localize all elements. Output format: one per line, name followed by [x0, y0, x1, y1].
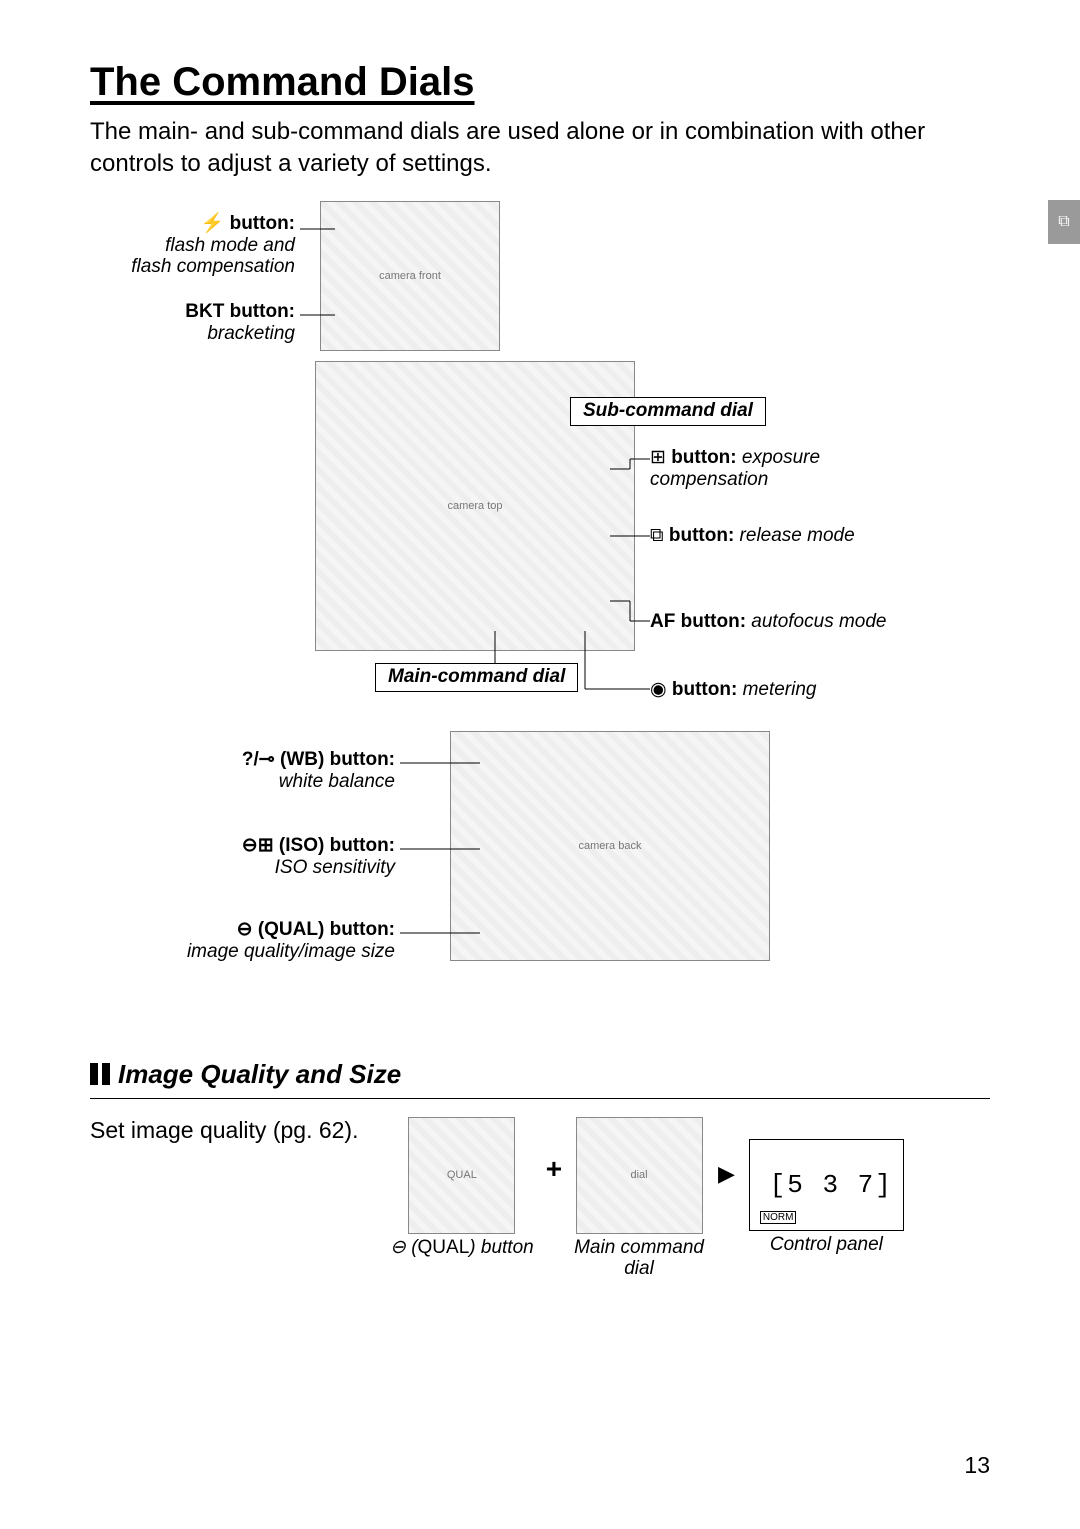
bkt-button-callout: BKT button: bracketing	[90, 301, 295, 345]
flash-icon: ⚡	[201, 213, 225, 234]
wb-icon: ?/⊸ (WB)	[242, 749, 324, 770]
plus-icon: +	[542, 1117, 566, 1185]
qual-icon: ⊖ (QUAL)	[237, 919, 325, 940]
main-dial-figure: dial Main command dial	[574, 1117, 704, 1280]
iso-button-callout: ⊖⊞ (ISO) button: ISO sensitivity	[120, 835, 395, 879]
page-title: The Command Dials	[90, 60, 990, 104]
command-dials-diagram: camera front camera top camera back ⚡ bu…	[90, 201, 990, 1041]
main-command-dial-label: Main-command dial	[375, 663, 578, 692]
manual-page: ⧉ The Command Dials The main- and sub-co…	[0, 0, 1080, 1529]
metering-button-callout: ◉ button: metering	[650, 679, 950, 701]
exposure-button-callout: ⊞ button: exposure compensation	[650, 447, 950, 491]
section-heading: Image Quality and Size	[90, 1059, 990, 1090]
qual-button-figure: QUAL ⊖ (QUAL) button	[390, 1117, 534, 1259]
release-icon: ⧉	[650, 525, 664, 546]
arrow-right-icon: ▶	[712, 1117, 741, 1187]
release-button-callout: ⧉ button: release mode	[650, 525, 950, 547]
norm-badge: NORM	[760, 1211, 797, 1224]
section-rule	[90, 1098, 990, 1099]
af-button-callout: AF button: autofocus mode	[650, 611, 970, 633]
magnify-icon: ⊖	[390, 1237, 406, 1258]
control-panel-figure: NORM [5 3 7] Control panel	[749, 1117, 904, 1256]
exposure-icon: ⊞	[650, 447, 666, 468]
section-title: Image Quality and Size	[118, 1059, 401, 1090]
camera-icon: ⧉	[1058, 213, 1069, 231]
metering-icon: ◉	[650, 679, 667, 700]
page-intro: The main- and sub-command dials are used…	[90, 116, 930, 181]
panel-readout: [5 3 7]	[770, 1170, 893, 1200]
image-quality-row: Set image quality (pg. 62). QUAL ⊖ (QUAL…	[90, 1117, 990, 1317]
sub-command-dial-label: Sub-command dial	[570, 397, 766, 426]
qual-button-callout: ⊖ (QUAL) button: image quality/image siz…	[90, 919, 395, 963]
bkt-icon: BKT	[185, 301, 224, 322]
page-number: 13	[964, 1452, 990, 1479]
iso-icon: ⊖⊞ (ISO)	[242, 835, 325, 856]
side-tab: ⧉	[1048, 200, 1080, 244]
wb-button-callout: ?/⊸ (WB) button: white balance	[120, 749, 395, 793]
section-marker-icon	[90, 1063, 110, 1085]
af-icon: AF	[650, 611, 675, 632]
flash-button-callout: ⚡ button: flash mode and flash compensat…	[90, 213, 295, 279]
